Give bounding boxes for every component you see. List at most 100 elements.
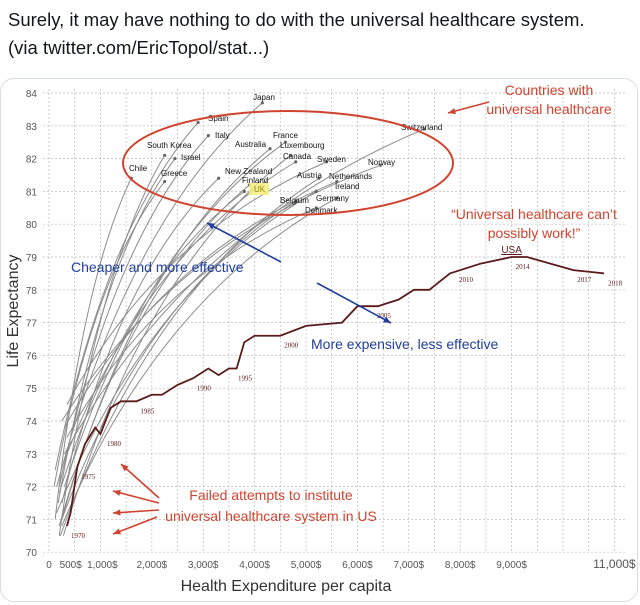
x-tick-label: 11,000$ bbox=[593, 557, 636, 571]
country-label: Israel bbox=[181, 153, 201, 162]
annotation-expensive: More expensive, less effective bbox=[311, 336, 498, 352]
country-label: Belgium bbox=[280, 196, 309, 205]
year-label: 1985 bbox=[140, 407, 155, 415]
y-tick-label: 78 bbox=[26, 286, 38, 297]
tweet-image-card[interactable]: 70 71 72 73 74 75 76 77 78 79 80 81 82 83 84 0 500$ 1,000… bbox=[0, 78, 638, 602]
country-end-point bbox=[217, 176, 221, 180]
year-label: 1995 bbox=[238, 375, 253, 383]
annotation-failed-2: universal healthcare system in US bbox=[165, 508, 377, 524]
country-end-point bbox=[173, 157, 177, 161]
country-label: New Zealand bbox=[225, 167, 272, 176]
country-label: Finland bbox=[242, 176, 268, 185]
tweet-line-1: Surely, it may have nothing to do with t… bbox=[8, 9, 585, 30]
uk-highlight bbox=[249, 183, 269, 195]
country-line-germany bbox=[61, 197, 338, 527]
blue-arrow-cheaper-head bbox=[207, 223, 215, 230]
y-tick-label: 82 bbox=[26, 155, 38, 166]
x-tick-label: 5,000$ bbox=[291, 560, 322, 571]
x-tick-label: 500$ bbox=[60, 560, 83, 571]
country-end-point bbox=[378, 163, 383, 167]
country-label: UK bbox=[254, 185, 266, 194]
y-tick-label: 70 bbox=[26, 548, 38, 559]
country-end-point bbox=[163, 179, 167, 184]
y-tick-label: 84 bbox=[26, 89, 38, 100]
red-arrow-failed-4 bbox=[112, 516, 158, 535]
y-tick-label: 83 bbox=[26, 122, 38, 133]
country-line-sweden bbox=[66, 161, 327, 405]
country-end-point bbox=[242, 189, 246, 193]
red-arrow-failed-3-head bbox=[113, 509, 121, 516]
tweet-line-2[interactable]: (via twitter.com/EricTopol/stat...) bbox=[8, 37, 270, 58]
country-end-point bbox=[196, 120, 200, 125]
country-line-australia bbox=[61, 148, 271, 520]
country-label: Switzerland bbox=[401, 123, 442, 132]
annotation-universal-2: universal healthcare bbox=[486, 101, 612, 117]
country-label: Luxembourg bbox=[280, 141, 324, 150]
x-tick-label: 2,000$ bbox=[137, 560, 168, 571]
y-tick-label: 81 bbox=[26, 187, 38, 198]
country-line-switzerland bbox=[63, 128, 425, 455]
blue-arrow-expensive-head bbox=[383, 316, 391, 323]
country-label: South Korea bbox=[147, 141, 192, 150]
country-line-luxembourg bbox=[62, 154, 291, 536]
country-label: Spain bbox=[208, 114, 228, 123]
country-label: Ireland bbox=[335, 182, 359, 191]
country-line-france bbox=[63, 141, 286, 487]
y-tick-label: 79 bbox=[26, 253, 38, 264]
country-label: Italy bbox=[215, 131, 230, 140]
country-end-point bbox=[314, 189, 318, 193]
country-line-chile bbox=[54, 178, 132, 520]
x-tick-label: 9,000$ bbox=[496, 560, 527, 571]
country-end-point bbox=[317, 176, 321, 180]
country-end-point bbox=[260, 101, 264, 105]
y-tick-label: 74 bbox=[26, 417, 38, 428]
country-label: Canada bbox=[283, 152, 312, 161]
country-label: Norway bbox=[368, 158, 395, 167]
year-label: 1980 bbox=[107, 440, 122, 448]
y-tick-label: 75 bbox=[26, 384, 38, 395]
country-end-point bbox=[268, 147, 272, 151]
country-end-point bbox=[314, 206, 318, 210]
tweet-text: Surely, it may have nothing to do with t… bbox=[8, 6, 638, 62]
blue-arrow-cheaper bbox=[206, 222, 282, 263]
annotation-cant-work-2: possibly work!” bbox=[488, 225, 581, 241]
annotation-universal-1: Countries with bbox=[505, 82, 594, 98]
y-tick-label: 72 bbox=[26, 483, 38, 494]
annotation-cheaper: Cheaper and more effective bbox=[71, 259, 244, 275]
country-end-point bbox=[335, 179, 339, 184]
year-label: 2010 bbox=[459, 276, 474, 284]
x-tick-label: 3,000$ bbox=[188, 560, 219, 571]
country-line-new-zealand bbox=[61, 177, 219, 504]
red-arrow-failed-4-head bbox=[113, 528, 121, 535]
red-arrow-failed-2-head bbox=[113, 489, 121, 496]
year-label: 2014 bbox=[516, 263, 531, 271]
life-expectancy-chart: 70 71 72 73 74 75 76 77 78 79 80 81 82 83 84 0 500$ 1,000… bbox=[5, 82, 636, 595]
country-end-point bbox=[294, 160, 298, 164]
x-tick-label: 4,000$ bbox=[239, 560, 270, 571]
country-label: Australia bbox=[235, 140, 267, 149]
country-end-point bbox=[324, 160, 329, 164]
country-line-denmark bbox=[66, 207, 317, 438]
year-label: 2005 bbox=[377, 312, 392, 320]
country-label: Austria bbox=[297, 171, 322, 180]
y-tick-label: 80 bbox=[26, 220, 38, 231]
red-arrow-failed-1-head bbox=[121, 464, 129, 472]
country-end-point bbox=[422, 127, 426, 131]
country-end-point bbox=[283, 140, 288, 144]
country-end-point bbox=[288, 153, 293, 157]
x-tick-label: 6,000$ bbox=[342, 560, 373, 571]
x-tick-label: 8,000$ bbox=[445, 560, 476, 571]
country-label: France bbox=[273, 131, 298, 140]
red-arrow-failed-2 bbox=[112, 490, 160, 504]
year-label: 1970 bbox=[71, 532, 86, 540]
x-axis-label: Health Expenditure per capita bbox=[181, 578, 392, 595]
country-end-point bbox=[206, 134, 210, 138]
country-label: Chile bbox=[129, 164, 148, 173]
country-label: Sweden bbox=[317, 155, 346, 164]
country-label: Netherlands bbox=[329, 172, 372, 181]
y-tick-label: 77 bbox=[26, 319, 38, 330]
x-tick-label: 7,000$ bbox=[394, 560, 425, 571]
country-line-norway bbox=[61, 164, 381, 422]
country-line-belgium bbox=[61, 200, 296, 520]
country-line-japan bbox=[56, 102, 263, 487]
